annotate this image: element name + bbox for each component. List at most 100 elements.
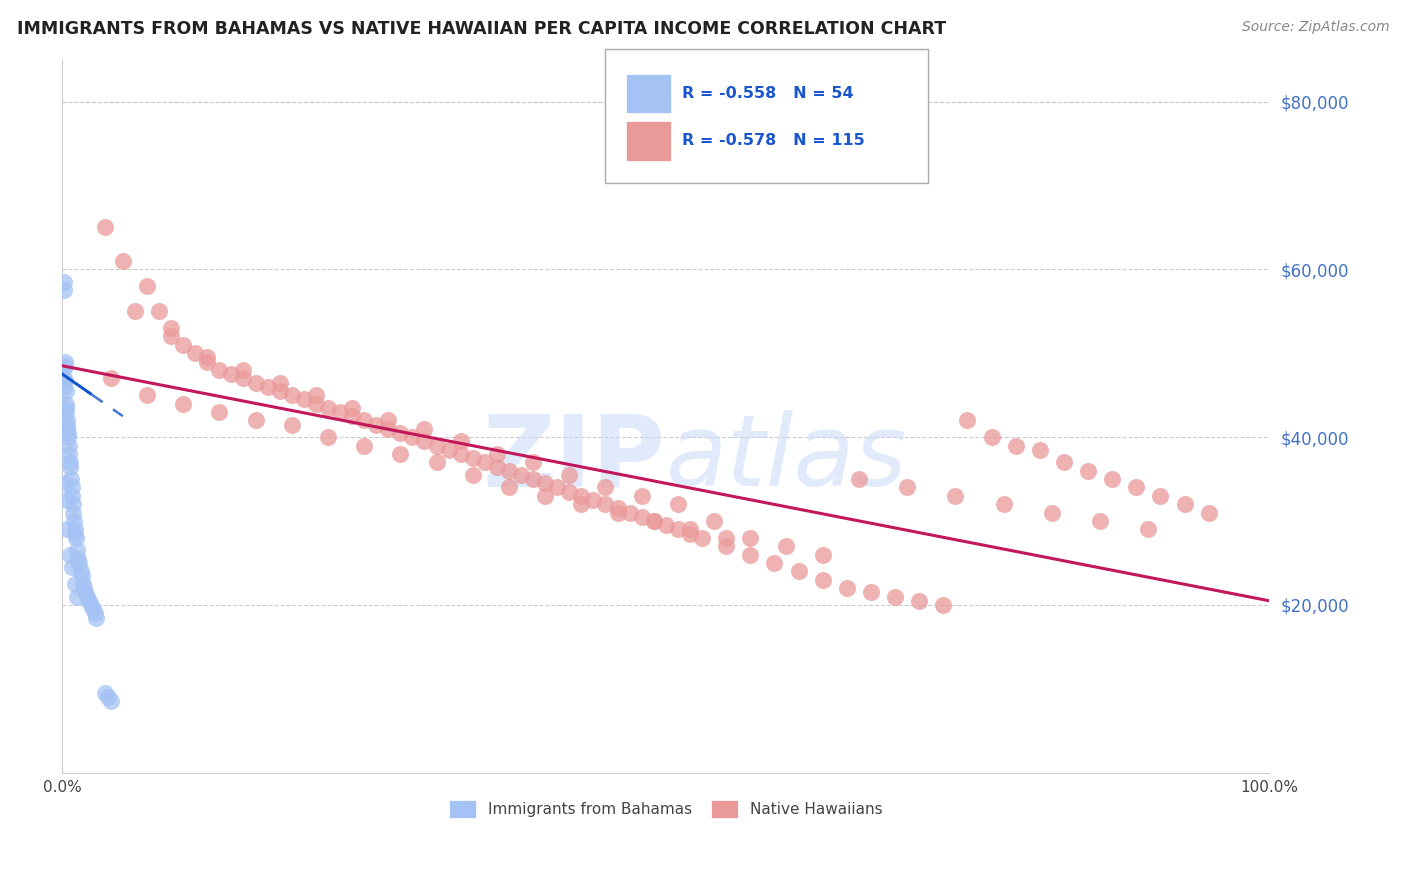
Point	[389, 425, 412, 440]
Point	[53, 354, 76, 368]
Point	[1101, 472, 1123, 486]
Point	[425, 455, 447, 469]
Point	[932, 598, 955, 612]
Point	[848, 472, 870, 486]
Point	[595, 481, 617, 495]
Point	[172, 338, 194, 352]
Point	[896, 481, 918, 495]
Point	[305, 396, 328, 410]
Point	[1040, 506, 1063, 520]
Point	[55, 413, 77, 427]
Point	[389, 447, 412, 461]
Point	[811, 573, 834, 587]
Point	[232, 371, 254, 385]
Point	[232, 363, 254, 377]
Point	[534, 476, 557, 491]
Point	[63, 514, 86, 528]
Point	[53, 373, 76, 387]
Point	[655, 518, 678, 533]
Point	[184, 346, 207, 360]
Point	[84, 610, 107, 624]
Point	[619, 506, 641, 520]
Point	[172, 396, 194, 410]
Point	[269, 376, 291, 390]
Point	[666, 523, 689, 537]
Point	[437, 442, 460, 457]
Point	[1077, 464, 1099, 478]
Point	[256, 380, 278, 394]
Point	[305, 388, 328, 402]
Point	[58, 447, 80, 461]
Text: Source: ZipAtlas.com: Source: ZipAtlas.com	[1241, 20, 1389, 34]
Point	[77, 593, 100, 607]
Point	[62, 497, 84, 511]
Point	[993, 497, 1015, 511]
Point	[353, 438, 375, 452]
Point	[56, 425, 79, 440]
Point	[72, 577, 94, 591]
Point	[329, 405, 352, 419]
Point	[595, 497, 617, 511]
Point	[498, 464, 520, 478]
Point	[643, 514, 665, 528]
Point	[510, 467, 533, 482]
Point	[558, 484, 581, 499]
Point	[340, 409, 363, 424]
Point	[75, 585, 97, 599]
Point	[377, 413, 399, 427]
Point	[522, 472, 544, 486]
Point	[353, 413, 375, 427]
Point	[56, 417, 79, 432]
Point	[1149, 489, 1171, 503]
Point	[1088, 514, 1111, 528]
Point	[775, 539, 797, 553]
Point	[366, 417, 388, 432]
Point	[63, 577, 86, 591]
Point	[53, 476, 76, 491]
Point	[52, 361, 75, 376]
Point	[980, 430, 1002, 444]
Point	[56, 523, 79, 537]
Point	[340, 401, 363, 415]
Point	[84, 607, 107, 621]
Point	[67, 556, 90, 570]
Point	[1004, 438, 1026, 452]
Point	[281, 388, 304, 402]
Point	[461, 467, 484, 482]
Point	[787, 565, 810, 579]
Point	[485, 447, 508, 461]
Point	[80, 598, 103, 612]
Point	[58, 438, 80, 452]
Point	[956, 413, 979, 427]
Text: ZIP: ZIP	[482, 410, 666, 508]
Point	[53, 275, 76, 289]
Point	[498, 481, 520, 495]
Point	[1053, 455, 1076, 469]
Point	[1137, 523, 1160, 537]
Point	[59, 459, 82, 474]
Point	[65, 531, 87, 545]
Point	[160, 321, 183, 335]
Point	[835, 581, 858, 595]
Point	[643, 514, 665, 528]
Point	[245, 376, 267, 390]
Point	[811, 548, 834, 562]
Point	[97, 690, 120, 705]
Point	[60, 489, 83, 503]
Point	[148, 304, 170, 318]
Point	[73, 581, 96, 595]
Text: atlas: atlas	[666, 410, 907, 508]
Point	[100, 694, 122, 708]
Point	[195, 354, 218, 368]
Point	[582, 493, 605, 508]
Point	[59, 472, 82, 486]
Point	[413, 422, 436, 436]
Point	[1198, 506, 1220, 520]
Point	[485, 459, 508, 474]
Point	[679, 523, 702, 537]
Point	[546, 481, 568, 495]
Point	[208, 363, 231, 377]
Point	[461, 451, 484, 466]
Point	[93, 686, 115, 700]
Point	[606, 506, 628, 520]
